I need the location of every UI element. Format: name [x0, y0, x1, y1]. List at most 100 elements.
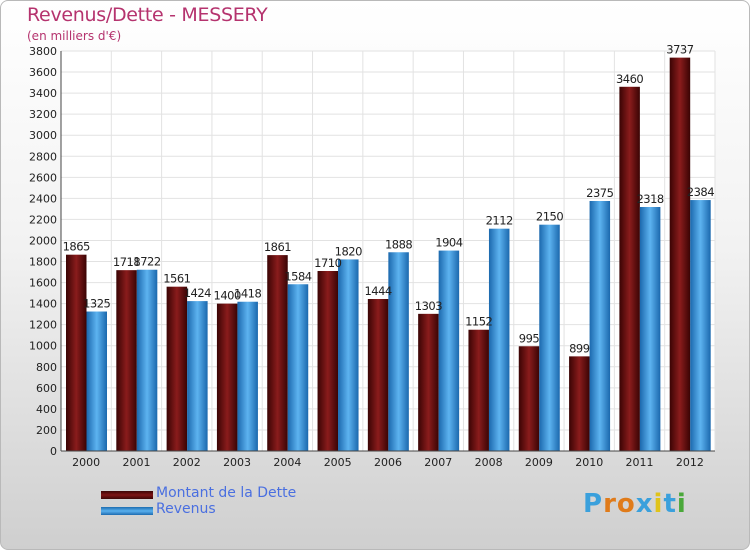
bar-dette [619, 86, 640, 451]
y-tick-label: 600 [36, 382, 57, 395]
logo-letter: i [653, 489, 664, 519]
legend-label-revenus: Revenus [156, 501, 216, 517]
data-label: 1904 [435, 236, 462, 250]
bar-revenus [488, 228, 510, 451]
y-tick-label: 3600 [29, 66, 57, 79]
data-label: 1722 [133, 255, 160, 269]
data-label: 1418 [234, 287, 261, 301]
data-label: 1561 [163, 272, 190, 286]
data-label: 1444 [364, 284, 391, 298]
x-tick-label: 2002 [173, 456, 201, 469]
x-tick-label: 2007 [424, 456, 452, 469]
y-tick-label: 2400 [29, 192, 57, 205]
chart-subtitle: (en milliers d'€) [27, 29, 122, 43]
data-label: 2384 [687, 185, 714, 199]
legend-swatch-revenus [101, 507, 153, 515]
bar-dette [216, 303, 238, 451]
logo-letter: i [676, 489, 687, 519]
legend-swatch-dette [101, 491, 153, 499]
y-tick-label: 2800 [29, 150, 57, 163]
data-label: 1718 [113, 255, 140, 269]
data-label: 1152 [465, 315, 492, 329]
chart-title: Revenus/Dette - MESSERY [27, 4, 268, 26]
data-label: 1325 [83, 297, 110, 311]
logo-letter: r [603, 489, 617, 519]
y-tick-label: 1200 [29, 319, 57, 332]
data-label: 899 [569, 341, 590, 355]
bar-revenus [237, 301, 258, 451]
y-tick-label: 400 [36, 403, 57, 416]
data-label: 1710 [314, 256, 341, 270]
bar-revenus [187, 301, 208, 451]
data-label: 1865 [63, 240, 90, 254]
bar-dette [669, 57, 691, 451]
data-label: 1888 [385, 237, 412, 251]
logo-letter: o [616, 489, 636, 519]
x-tick-label: 2012 [676, 456, 704, 469]
bar-revenus [589, 201, 611, 451]
y-tick-label: 3400 [29, 87, 57, 100]
y-tick-label: 800 [36, 361, 57, 374]
proxiti-logo: Proxiti [583, 489, 687, 519]
x-tick-label: 2010 [575, 456, 603, 469]
bar-dette [116, 270, 137, 451]
x-tick-label: 2006 [374, 456, 402, 469]
bar-revenus [338, 259, 359, 451]
x-tick-label: 2003 [223, 456, 251, 469]
bar-dette [166, 286, 188, 451]
bar-dette [267, 255, 288, 451]
data-label: 2375 [586, 186, 613, 200]
bar-dette [367, 299, 389, 451]
bar-revenus [690, 200, 711, 451]
bar-revenus [388, 252, 409, 451]
y-tick-label: 1800 [29, 256, 57, 269]
data-label: 1400 [214, 289, 241, 303]
data-label: 1584 [284, 269, 311, 283]
y-tick-label: 3200 [29, 108, 57, 121]
data-label: 995 [519, 331, 540, 345]
data-label: 2318 [636, 192, 663, 206]
bar-dette [317, 271, 339, 451]
y-tick-label: 3000 [29, 129, 57, 142]
data-label: 1820 [335, 244, 362, 258]
data-label: 3460 [616, 72, 643, 86]
bar-revenus [639, 207, 661, 451]
x-tick-label: 2005 [324, 456, 352, 469]
x-tick-label: 2001 [122, 456, 150, 469]
data-label: 1861 [264, 240, 291, 254]
y-tick-label: 2000 [29, 234, 57, 247]
bar-dette [569, 356, 590, 451]
data-label: 2112 [486, 214, 513, 228]
legend-label-dette: Montant de la Dette [156, 485, 297, 501]
logo-letter: x [635, 489, 654, 519]
x-tick-label: 2008 [475, 456, 503, 469]
y-tick-label: 2600 [29, 171, 57, 184]
x-tick-label: 2004 [273, 456, 301, 469]
bar-revenus [438, 250, 460, 451]
x-tick-label: 2009 [525, 456, 553, 469]
data-label: 1424 [184, 286, 211, 300]
bar-revenus [287, 284, 309, 451]
bar-dette [418, 313, 439, 451]
x-tick-label: 2000 [72, 456, 100, 469]
bar-revenus [136, 269, 158, 451]
data-label: 2150 [536, 210, 563, 224]
y-tick-label: 200 [36, 424, 57, 437]
bar-dette [518, 346, 540, 451]
y-tick-label: 1000 [29, 340, 57, 353]
y-tick-label: 3800 [29, 45, 57, 58]
x-tick-label: 2011 [626, 456, 654, 469]
y-tick-label: 1600 [29, 277, 57, 290]
y-tick-label: 1400 [29, 298, 57, 311]
bar-revenus [539, 224, 560, 451]
bar-dette [66, 254, 87, 451]
logo-letter: P [583, 489, 604, 519]
y-tick-label: 0 [50, 445, 57, 458]
y-tick-label: 2200 [29, 213, 57, 226]
logo-letter: t [663, 489, 677, 519]
bar-dette [468, 329, 489, 451]
data-label: 1303 [415, 299, 442, 313]
bar-revenus [86, 311, 107, 451]
